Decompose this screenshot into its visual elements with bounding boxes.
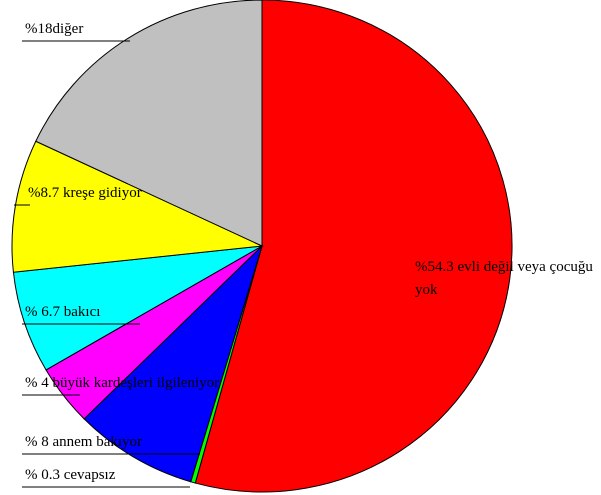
slice-label: % 0.3 cevapsız — [25, 467, 116, 483]
pie-slice — [194, 0, 513, 493]
pie-slice — [35, 0, 263, 247]
slice-label: % 8 annem bakıyor — [25, 434, 143, 450]
slice-label: % 6.7 bakıcı — [25, 304, 101, 320]
slice-label: %8.7 kreşe gidiyor — [28, 185, 142, 201]
slice-label: % 4 büyük kardeşleri ilgileniyor — [25, 375, 220, 391]
slice-label: %18diğer — [25, 21, 84, 37]
pie-slice — [83, 244, 264, 483]
slice-label: %54.3 evli değil veya çocuğu yok — [415, 259, 593, 298]
